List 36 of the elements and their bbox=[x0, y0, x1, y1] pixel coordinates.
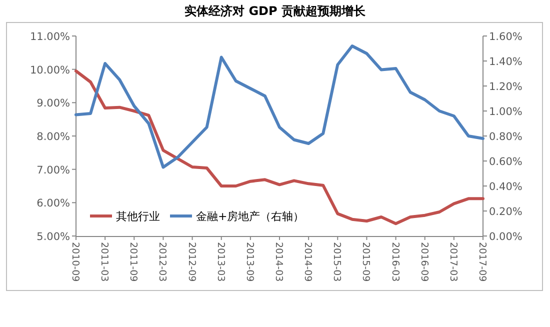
x-tick-label: 2015-03 bbox=[331, 242, 342, 282]
x-tick-label: 2013-03 bbox=[214, 242, 226, 282]
y2-tick-label: 1.00% bbox=[489, 106, 522, 118]
line-series bbox=[74, 70, 484, 226]
x-tick-label: 2014-09 bbox=[302, 242, 314, 282]
y2-tick-label: 1.60% bbox=[489, 31, 522, 43]
line-series bbox=[74, 44, 484, 169]
x-tick-label: 2015-09 bbox=[360, 242, 372, 282]
x-tick-label: 2017-03 bbox=[447, 242, 458, 282]
y-tick-label: 8.00% bbox=[36, 131, 70, 143]
y2-tick-label: 0.20% bbox=[489, 206, 522, 218]
legend-label: 其他行业 bbox=[116, 210, 160, 223]
x-tick-label: 2012-03 bbox=[156, 242, 168, 282]
y2-tick-label: 1.40% bbox=[489, 56, 522, 68]
y-tick-label: 10.00% bbox=[30, 64, 70, 76]
y2-tick-label: 0.00% bbox=[489, 231, 522, 243]
x-tick-label: 2014-03 bbox=[273, 242, 284, 282]
y-tick-label: 6.00% bbox=[36, 198, 70, 210]
y-tick-label: 9.00% bbox=[36, 98, 70, 110]
x-tick-label: 2013-09 bbox=[244, 242, 255, 282]
x-tick-label: 2010-09 bbox=[70, 242, 80, 282]
y2-tick-label: 0.80% bbox=[489, 131, 522, 143]
y2-tick-label: 0.40% bbox=[489, 181, 522, 193]
x-tick-label: 2011-03 bbox=[98, 242, 110, 282]
y-tick-label: 11.00% bbox=[30, 31, 70, 43]
x-tick-label: 2016-03 bbox=[389, 242, 400, 282]
chart-title: 实体经济对 GDP 贡献超预期增长 bbox=[184, 4, 366, 18]
x-tick-label: 2012-09 bbox=[186, 242, 197, 282]
x-tick-label: 2011-09 bbox=[128, 242, 139, 282]
y-tick-label: 7.00% bbox=[36, 164, 70, 176]
x-tick-label: 2016-09 bbox=[418, 242, 430, 282]
legend-label: 金融+房地产（右轴） bbox=[196, 210, 304, 223]
y2-tick-label: 0.60% bbox=[489, 156, 522, 168]
y-tick-label: 5.00% bbox=[36, 231, 70, 243]
x-tick-label: 2017-09 bbox=[476, 242, 488, 282]
y2-tick-label: 1.20% bbox=[489, 81, 522, 93]
